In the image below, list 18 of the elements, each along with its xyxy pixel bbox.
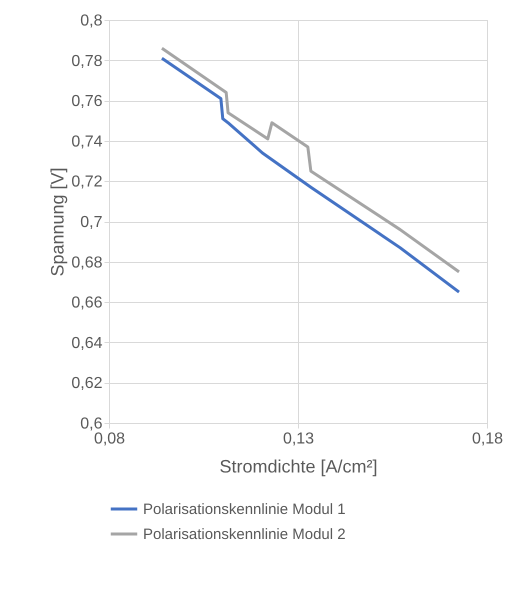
x-axis-title: Stromdichte [A/cm²] xyxy=(219,456,378,476)
y-tick-label: 0,8 xyxy=(80,12,103,30)
legend-label: Polarisationskennlinie Modul 1 xyxy=(143,501,346,518)
y-tick-label: 0,7 xyxy=(80,214,103,231)
y-tick-label: 0,74 xyxy=(71,133,103,150)
y-tick-label: 0,64 xyxy=(71,334,103,352)
x-tick-label: 0,13 xyxy=(282,430,314,448)
y-tick-label: 0,78 xyxy=(71,52,103,70)
y-axis-title: Spannung [V] xyxy=(47,167,68,277)
y-tick-label: 0,62 xyxy=(71,375,103,392)
x-tick-label: 0,08 xyxy=(94,430,126,448)
y-tick-label: 0,66 xyxy=(71,294,103,312)
y-tick-label: 0,76 xyxy=(71,93,103,110)
legend-label: Polarisationskennlinie Modul 2 xyxy=(143,526,346,543)
y-tick-label: 0,6 xyxy=(80,416,103,432)
x-tick-label: 0,18 xyxy=(472,430,504,448)
y-tick-label: 0,72 xyxy=(71,174,103,191)
y-tick-label: 0,68 xyxy=(71,254,103,272)
